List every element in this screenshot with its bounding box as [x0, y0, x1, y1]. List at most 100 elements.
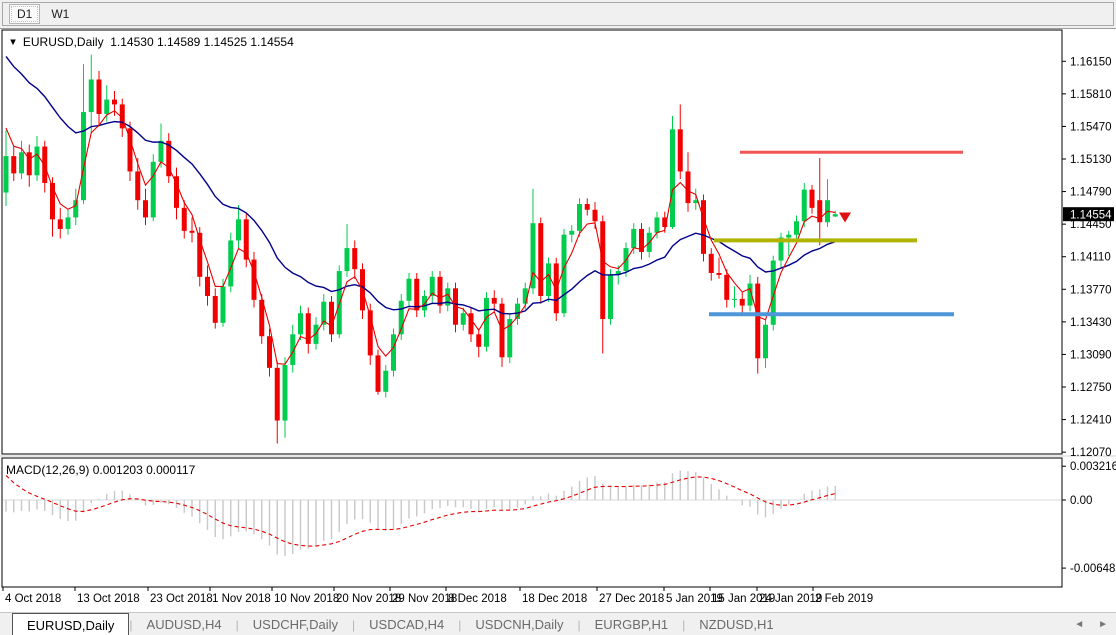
- candle-body: [708, 253, 714, 274]
- candle-body: [158, 140, 164, 162]
- candle-body: [429, 276, 435, 296]
- macd-axis-label: 0.003216: [1070, 461, 1116, 473]
- candle-body: [577, 204, 582, 231]
- candle-body: [724, 274, 730, 300]
- candle-body: [491, 297, 497, 304]
- tab-separator: |: [682, 617, 686, 632]
- candle-body: [329, 301, 334, 335]
- candle-body: [739, 298, 745, 306]
- date-axis-label: 4 Oct 2018: [5, 593, 61, 605]
- candle-body: [414, 278, 420, 311]
- chart-svg[interactable]: 1.16150 1.15810 1.15470 1.15130 1.14790 1.144…: [0, 29, 1116, 612]
- chart-tab-audusd[interactable]: AUDUSD,H4: [146, 617, 222, 632]
- collapse-triangle-icon[interactable]: ▼: [8, 36, 18, 48]
- chart-window[interactable]: 1.16150 1.15810 1.15470 1.15130 1.14790 1.144…: [0, 29, 1116, 612]
- date-axis-label: 27 Dec 2018: [599, 593, 664, 605]
- price-axis-label: 1.14110: [1070, 252, 1111, 264]
- candle-body: [189, 230, 195, 233]
- candle-body: [515, 303, 520, 319]
- candle-body: [313, 324, 319, 344]
- candle-body: [212, 295, 218, 323]
- price-axis-label: 1.15130: [1070, 154, 1112, 166]
- last-price-arrow-icon: [839, 212, 851, 223]
- candle-body: [561, 234, 567, 314]
- candle-body: [507, 318, 513, 358]
- period-button-w1[interactable]: W1: [51, 7, 70, 21]
- chart-tab-eurusd[interactable]: EURUSD,Daily: [12, 613, 130, 635]
- tab-scroll-left-icon[interactable]: ◄: [1074, 618, 1085, 630]
- candle-body: [65, 217, 71, 229]
- candle-body: [809, 189, 815, 208]
- chart-tab-usdchf[interactable]: USDCHF,Daily: [252, 617, 339, 632]
- candle-body: [476, 334, 482, 347]
- candle-body: [670, 129, 675, 228]
- candle-body: [34, 146, 40, 176]
- chart-tab-eurgbp[interactable]: EURGBP,H1: [594, 617, 669, 632]
- candle-body: [174, 176, 179, 208]
- candle-body: [584, 204, 590, 210]
- date-axis-label: 10 Nov 2018: [274, 593, 339, 605]
- chart-tabs: EURUSD,Daily | AUDUSD,H4 | USDCHF,Daily | USDC…: [0, 613, 788, 635]
- candle-body: [57, 219, 63, 229]
- price-axis-label: 1.15810: [1070, 89, 1112, 101]
- price-axis-label: 1.13090: [1070, 349, 1112, 361]
- candle-body: [600, 221, 606, 319]
- tab-separator: |: [352, 617, 356, 632]
- candle-body: [104, 99, 110, 114]
- candle-body: [615, 271, 621, 275]
- candle-body: [546, 263, 551, 296]
- price-axis-label: 1.15470: [1070, 121, 1112, 133]
- chart-tab-usdcnh[interactable]: USDCNH,Daily: [475, 617, 564, 632]
- candle-body: [398, 300, 404, 335]
- candle-body: [205, 276, 210, 296]
- candle-body: [11, 156, 17, 174]
- candle-body: [794, 221, 799, 235]
- candle-body: [259, 299, 265, 337]
- candle-body: [755, 283, 761, 359]
- candle-body: [321, 301, 327, 325]
- candle-body: [305, 313, 311, 344]
- pane-splitter[interactable]: [0, 455, 1116, 457]
- chart-ohlc-values: 1.14530 1.14589 1.14525 1.14554: [110, 35, 294, 49]
- candle-body: [344, 248, 350, 272]
- macd-pane-frame: [1, 457, 1063, 588]
- price-axis-label: 1.12410: [1070, 415, 1112, 427]
- candle-body: [298, 313, 303, 335]
- chart-tab-nzdusd[interactable]: NZDUSD,H1: [699, 617, 774, 632]
- candle-body: [150, 161, 156, 218]
- period-button-d1[interactable]: D1: [9, 4, 41, 24]
- date-axis-label: 18 Dec 2018: [522, 593, 587, 605]
- candle-body: [96, 79, 102, 114]
- candle-body: [243, 219, 249, 260]
- date-axis-label: 24 Jan 2019: [759, 593, 822, 605]
- candle-body: [685, 171, 691, 204]
- candle-body: [112, 99, 117, 105]
- date-axis-label: 29 Nov 2018: [392, 593, 457, 605]
- candle-body: [73, 200, 79, 218]
- candle-body: [569, 230, 575, 235]
- tab-separator: |: [235, 617, 239, 632]
- tab-scroll-right-icon[interactable]: ►: [1098, 618, 1108, 630]
- price-axis-label: 1.13430: [1070, 317, 1112, 329]
- candle-body: [639, 228, 644, 252]
- macd-axis-label: -0.006485: [1070, 563, 1116, 575]
- date-axis-label: 1 Nov 2018: [212, 593, 271, 605]
- price-axis-label: 1.14790: [1070, 187, 1112, 199]
- candle-body: [236, 219, 241, 241]
- candle-body: [437, 276, 443, 306]
- tab-separator: |: [458, 617, 462, 632]
- candle-body: [747, 283, 753, 306]
- candle-body: [468, 313, 474, 335]
- candle-body: [50, 182, 55, 220]
- candle-body: [763, 324, 768, 359]
- candle-body: [352, 248, 358, 270]
- current-price-badge-text: 1.14554: [1070, 210, 1112, 222]
- date-axis-label: 2 Feb 2019: [815, 593, 873, 605]
- candle-body: [267, 336, 272, 368]
- candle-body: [391, 334, 396, 371]
- chart-tab-usdcad[interactable]: USDCAD,H4: [369, 617, 445, 632]
- macd-signal-line: [5, 475, 836, 547]
- candle-body: [88, 79, 94, 113]
- date-axis-label: 13 Oct 2018: [77, 593, 140, 605]
- date-axis-label: 20 Nov 2018: [336, 593, 401, 605]
